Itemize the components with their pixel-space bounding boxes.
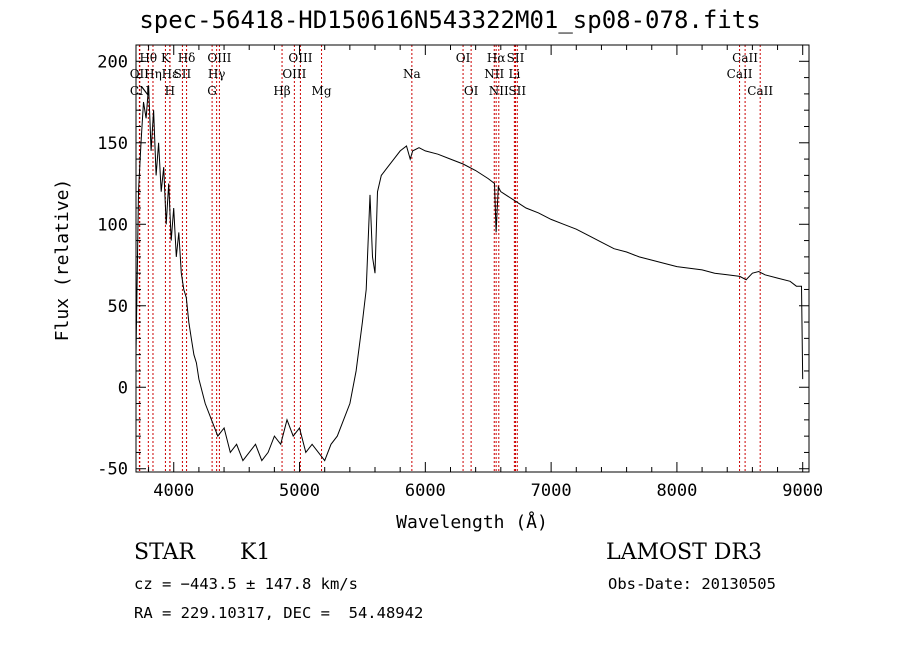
object-subclass: K1	[240, 540, 271, 565]
line-markers	[138, 45, 761, 472]
line-marker-label: Mg	[312, 84, 332, 98]
line-marker-label: H	[165, 84, 175, 98]
spectrum-line	[135, 85, 804, 462]
line-marker-label: OIII	[282, 67, 306, 81]
x-tick-label: 5000	[279, 481, 320, 501]
line-marker-label: CaII	[727, 67, 753, 81]
y-tick-label: 0	[118, 378, 128, 398]
line-marker-label: Hα	[487, 51, 506, 65]
line-marker-label: K	[161, 51, 171, 65]
line-marker-label: Na	[403, 67, 421, 81]
line-marker-label: OIII	[288, 51, 312, 65]
line-marker-label: G	[207, 84, 217, 98]
line-marker-label: SII	[508, 84, 526, 98]
line-marker-label: OI	[456, 51, 471, 65]
line-marker-label: OI	[464, 84, 479, 98]
survey-name: LAMOST DR3	[606, 540, 762, 565]
line-marker-label: CaII	[732, 51, 758, 65]
x-tick-label: 4000	[153, 481, 194, 501]
x-tick-label: 7000	[531, 481, 572, 501]
observation-date: Obs-Date: 20130505	[608, 575, 776, 593]
line-marker-label: SII	[174, 67, 192, 81]
y-tick-label: 200	[97, 52, 128, 72]
x-tick-label: 9000	[782, 481, 823, 501]
chart-title: spec-56418-HD150616N543322M01_sp08-078.f…	[139, 6, 761, 34]
object-class: STAR	[134, 540, 195, 565]
line-marker-label: OII	[130, 67, 150, 81]
axis-ticks: 4000 5000 6000 7000 8000 9000 -50 0 50 100 150 200	[97, 45, 823, 501]
line-marker-label: CN	[130, 84, 150, 98]
line-marker-label: Hγ	[208, 67, 226, 81]
line-marker-label: Hε	[162, 67, 179, 81]
coordinates: RA = 229.10317, DEC = 54.48942	[134, 604, 424, 622]
y-tick-label: -50	[97, 460, 128, 480]
y-tick-label: 100	[97, 215, 128, 235]
line-marker-label: OIII	[207, 51, 231, 65]
x-axis-label: Wavelength (Å)	[396, 511, 548, 533]
line-marker-label: Hβ	[273, 84, 290, 98]
plot-frame	[135, 44, 810, 473]
line-marker-label: NII	[489, 84, 509, 98]
x-tick-label: 6000	[405, 481, 446, 501]
redshift-velocity: cz = −443.5 ± 147.8 km/s	[134, 575, 358, 593]
y-tick-label: 50	[108, 297, 128, 317]
x-tick-label: 8000	[656, 481, 697, 501]
y-tick-label: 150	[97, 134, 128, 154]
line-marker-label: Hδ	[178, 51, 196, 65]
line-marker-label: Hη	[144, 67, 162, 81]
line-marker-label: Li	[508, 67, 520, 81]
y-axis-label: Flux (relative)	[52, 179, 73, 342]
line-marker-label: NII	[484, 67, 504, 81]
line-marker-label: Hθ	[139, 51, 157, 65]
line-marker-label: CaII	[747, 84, 773, 98]
line-marker-label: SII	[507, 51, 525, 65]
